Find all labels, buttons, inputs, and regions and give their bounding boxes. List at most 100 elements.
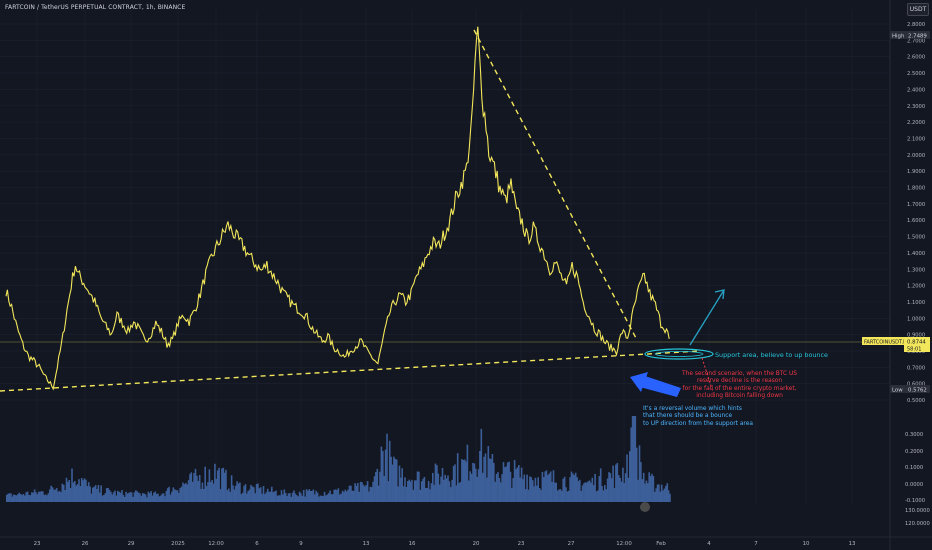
volume-bar xyxy=(536,485,538,502)
trendline-layer[interactable] xyxy=(0,29,890,392)
volume-bar xyxy=(108,489,111,502)
volume-bar xyxy=(345,491,348,502)
volume-bar xyxy=(549,471,552,502)
volume-bar xyxy=(180,486,183,502)
volume-bar xyxy=(400,477,402,502)
scenario-annotation[interactable]: The second scenario, when the BTC US res… xyxy=(682,371,798,400)
volume-bar xyxy=(572,473,574,502)
volume-bar xyxy=(196,475,198,502)
volume-bar xyxy=(75,485,77,502)
volume-bar xyxy=(157,493,159,502)
volume-bar xyxy=(78,479,80,502)
volume-annotation[interactable]: It's a reversal volume which hints that … xyxy=(643,406,753,427)
volume-bar xyxy=(230,475,233,502)
volume-bar xyxy=(337,488,340,502)
volume-bar xyxy=(44,494,47,502)
volume-bar xyxy=(380,446,383,502)
volume-bar xyxy=(251,486,254,502)
volume-bar xyxy=(58,490,61,502)
volume-bar xyxy=(373,476,376,502)
volume-bar xyxy=(455,485,458,502)
volume-bar xyxy=(143,493,145,502)
volume-bar xyxy=(594,473,596,502)
volume-bar xyxy=(340,493,342,502)
volume-bar xyxy=(493,462,495,502)
volume-bar xyxy=(36,494,39,502)
volume-bar xyxy=(402,486,405,502)
volume-bar xyxy=(341,490,344,502)
volume-bar xyxy=(590,482,592,502)
volume-bar xyxy=(481,472,484,502)
volume-bar xyxy=(662,490,664,502)
volume-bar xyxy=(652,476,655,502)
volume-bar xyxy=(128,492,130,502)
decline-scenario-arrow[interactable] xyxy=(701,357,714,393)
volume-bar xyxy=(118,491,120,502)
volume-bar xyxy=(53,489,55,502)
volume-bar xyxy=(258,488,261,502)
y-tick-label: 2.7000 xyxy=(907,38,925,44)
volume-bar xyxy=(524,489,527,502)
y-tick-label: 1.9000 xyxy=(907,169,925,175)
volume-bar xyxy=(198,475,201,502)
support-annotation[interactable]: Support area, believe to up bounce xyxy=(715,351,828,359)
scroll-handle[interactable] xyxy=(640,502,650,512)
volume-bar xyxy=(619,477,621,502)
volume-bar xyxy=(203,489,205,502)
volume-bar xyxy=(355,485,358,502)
volume-bar xyxy=(368,491,370,502)
volume-bar xyxy=(430,483,433,502)
volume-bar xyxy=(468,480,470,502)
volume-bar xyxy=(22,494,25,502)
volume-bar xyxy=(271,486,273,502)
volume-bar xyxy=(312,489,315,502)
volume-bar xyxy=(347,489,349,502)
volume-bar xyxy=(407,481,409,502)
volume-bar xyxy=(444,474,446,502)
volume-bar xyxy=(194,468,197,502)
support-area-ellipse-inner xyxy=(654,351,704,357)
volume-bar xyxy=(264,494,266,502)
volume-bar xyxy=(394,458,397,502)
chart-title: FARTCOIN / TetherUS PERPETUAL CONTRACT, … xyxy=(5,4,186,11)
volume-bar xyxy=(280,490,283,502)
volume-bar xyxy=(469,471,471,502)
volume-bar xyxy=(37,491,40,502)
volume-bar xyxy=(627,477,630,502)
reversal-volume-arrow[interactable] xyxy=(636,375,681,397)
support-area-ellipse[interactable] xyxy=(644,348,714,360)
volume-bar xyxy=(427,480,430,502)
volume-bar xyxy=(520,467,523,502)
volume-bar xyxy=(25,492,27,502)
volume-bar xyxy=(569,477,571,502)
volume-bar xyxy=(279,495,281,502)
volume-bar xyxy=(659,491,662,502)
volume-bar xyxy=(591,477,594,502)
descending-trendline[interactable] xyxy=(473,29,638,341)
bounce-up-arrow[interactable] xyxy=(689,289,725,346)
volume-bar xyxy=(527,489,530,502)
volume-bar xyxy=(420,481,423,502)
volume-bar xyxy=(305,489,308,502)
x-tick-label: 6 xyxy=(255,541,259,547)
currency-unit-button[interactable]: USDT xyxy=(907,3,929,16)
volume-bar xyxy=(269,491,272,502)
volume-bar xyxy=(60,492,62,502)
volume-bar xyxy=(419,489,422,502)
volume-bar xyxy=(276,495,279,502)
volume-bar xyxy=(105,488,108,502)
volume-bar xyxy=(656,484,659,502)
analysis-drawings[interactable] xyxy=(630,289,725,397)
ascending-support-line[interactable] xyxy=(0,350,701,392)
volume-bar xyxy=(415,480,417,502)
volume-bar xyxy=(581,485,584,502)
volume-bar xyxy=(470,473,473,502)
volume-bar xyxy=(248,489,251,502)
volume-bar xyxy=(597,490,599,502)
volume-bar xyxy=(46,495,48,502)
volume-tick-label: 0.2000 xyxy=(905,449,923,455)
volume-bar xyxy=(605,489,607,502)
volume-bar xyxy=(139,493,141,502)
volume-bar xyxy=(375,471,377,502)
